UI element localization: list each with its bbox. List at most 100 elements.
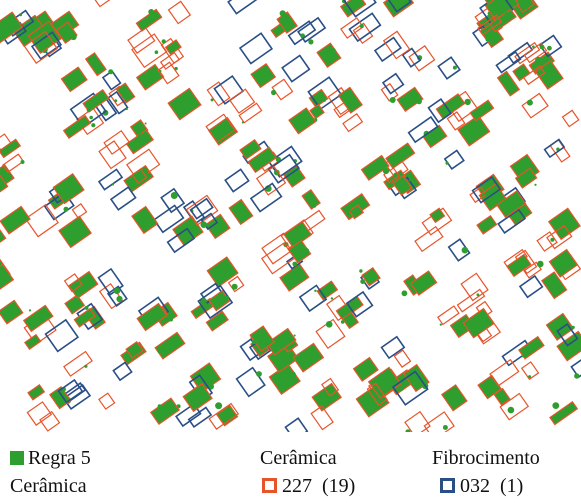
building-footprint xyxy=(382,0,415,18)
building-footprint xyxy=(52,173,85,205)
building-footprint xyxy=(460,272,489,302)
ceramic-title: Cerâmica xyxy=(260,447,337,469)
building-footprint xyxy=(64,294,86,315)
building-footprint xyxy=(360,154,390,181)
building-footprint xyxy=(265,327,297,356)
building-footprint xyxy=(182,382,213,413)
vegetation-patch xyxy=(528,375,532,379)
vegetation-patch xyxy=(525,5,529,10)
vegetation-patch xyxy=(289,371,296,378)
building-footprint xyxy=(489,358,520,387)
building-footprint xyxy=(26,401,53,426)
building-footprint xyxy=(1,153,25,174)
building-footprint xyxy=(288,107,317,135)
building-footprint xyxy=(205,310,229,332)
vegetation-patch xyxy=(464,98,471,106)
building-footprint xyxy=(495,50,522,74)
building-footprint xyxy=(0,205,31,235)
building-footprint xyxy=(456,288,486,313)
vegetation-patch xyxy=(279,10,286,17)
building-footprint xyxy=(340,17,364,39)
building-footprint xyxy=(125,340,144,359)
building-footprint xyxy=(228,88,256,114)
building-footprint xyxy=(88,0,118,8)
building-footprint xyxy=(23,30,58,64)
classification-map xyxy=(0,0,581,432)
building-footprint xyxy=(342,113,364,133)
building-footprint xyxy=(381,72,405,95)
vegetation-patch xyxy=(20,160,25,164)
rule-sublabel: Cerâmica xyxy=(10,475,87,497)
vegetation-patch xyxy=(157,346,165,354)
vegetation-patch xyxy=(308,39,314,45)
building-footprint xyxy=(429,207,446,224)
building-footprint xyxy=(435,93,466,120)
building-footprint xyxy=(157,61,180,85)
building-footprint xyxy=(154,331,186,360)
building-footprint xyxy=(131,205,159,235)
building-footprint xyxy=(98,140,127,170)
building-footprint xyxy=(247,146,278,174)
building-footprint xyxy=(250,62,277,89)
building-footprint xyxy=(309,103,325,120)
vegetation-patch xyxy=(125,107,128,111)
building-footprint xyxy=(518,335,545,360)
vegetation-patch xyxy=(113,287,121,295)
building-footprint xyxy=(30,31,63,60)
vegetation-patch xyxy=(521,355,524,358)
vegetation-patch xyxy=(365,373,369,377)
vegetation-patch xyxy=(520,65,523,68)
vegetation-patch xyxy=(256,371,262,377)
vegetation-patch xyxy=(231,283,238,290)
building-footprint xyxy=(518,274,544,299)
building-footprint xyxy=(308,88,329,108)
building-footprint xyxy=(401,47,422,68)
fiber-count: (1) xyxy=(500,475,524,497)
vegetation-patch xyxy=(332,48,336,52)
vegetation-patch xyxy=(8,303,13,309)
vegetation-patch xyxy=(534,183,537,186)
building-footprint xyxy=(160,187,186,214)
building-footprint xyxy=(396,86,424,113)
building-footprint xyxy=(443,149,465,170)
vegetation-patch xyxy=(224,295,230,301)
building-footprint xyxy=(469,99,495,122)
vegetation-patch xyxy=(571,325,575,329)
vegetation-patch xyxy=(314,289,317,292)
building-footprint xyxy=(101,69,122,91)
vegetation-patch xyxy=(401,290,408,297)
building-footprint xyxy=(63,273,83,293)
vegetation-patch xyxy=(312,204,317,208)
building-footprint xyxy=(366,382,388,407)
building-footprint xyxy=(159,51,181,70)
vegetation-patch xyxy=(154,50,159,54)
vegetation-patch xyxy=(552,402,560,409)
legend-fiber: 032 (1) xyxy=(440,474,523,498)
building-footprint xyxy=(287,20,317,46)
vegetation-patch xyxy=(404,148,411,154)
building-footprint xyxy=(496,70,521,97)
vegetation-patch xyxy=(72,223,78,230)
building-footprint xyxy=(543,138,566,159)
building-footprint xyxy=(0,223,7,251)
building-footprint xyxy=(22,304,54,333)
building-footprint xyxy=(476,214,498,235)
vegetation-patch xyxy=(439,323,442,326)
vegetation-patch xyxy=(452,65,457,70)
building-footprint xyxy=(391,370,429,406)
vegetation-patch xyxy=(135,173,139,177)
fiber-title: Fibrocimento xyxy=(432,447,540,469)
building-footprint xyxy=(68,270,99,300)
legend-ceramic: 227 (19) xyxy=(262,474,355,498)
vegetation-patch xyxy=(384,380,392,387)
building-footprint xyxy=(521,92,549,119)
building-footprint xyxy=(427,98,453,124)
vegetation-patch xyxy=(200,221,208,228)
building-footprint xyxy=(135,8,163,32)
building-footprint xyxy=(342,0,377,18)
building-footprint xyxy=(0,138,22,159)
vegetation-patch xyxy=(297,231,300,234)
building-footprint xyxy=(166,227,196,254)
ceramic-value: 227 xyxy=(282,475,312,497)
building-footprint xyxy=(499,392,530,421)
